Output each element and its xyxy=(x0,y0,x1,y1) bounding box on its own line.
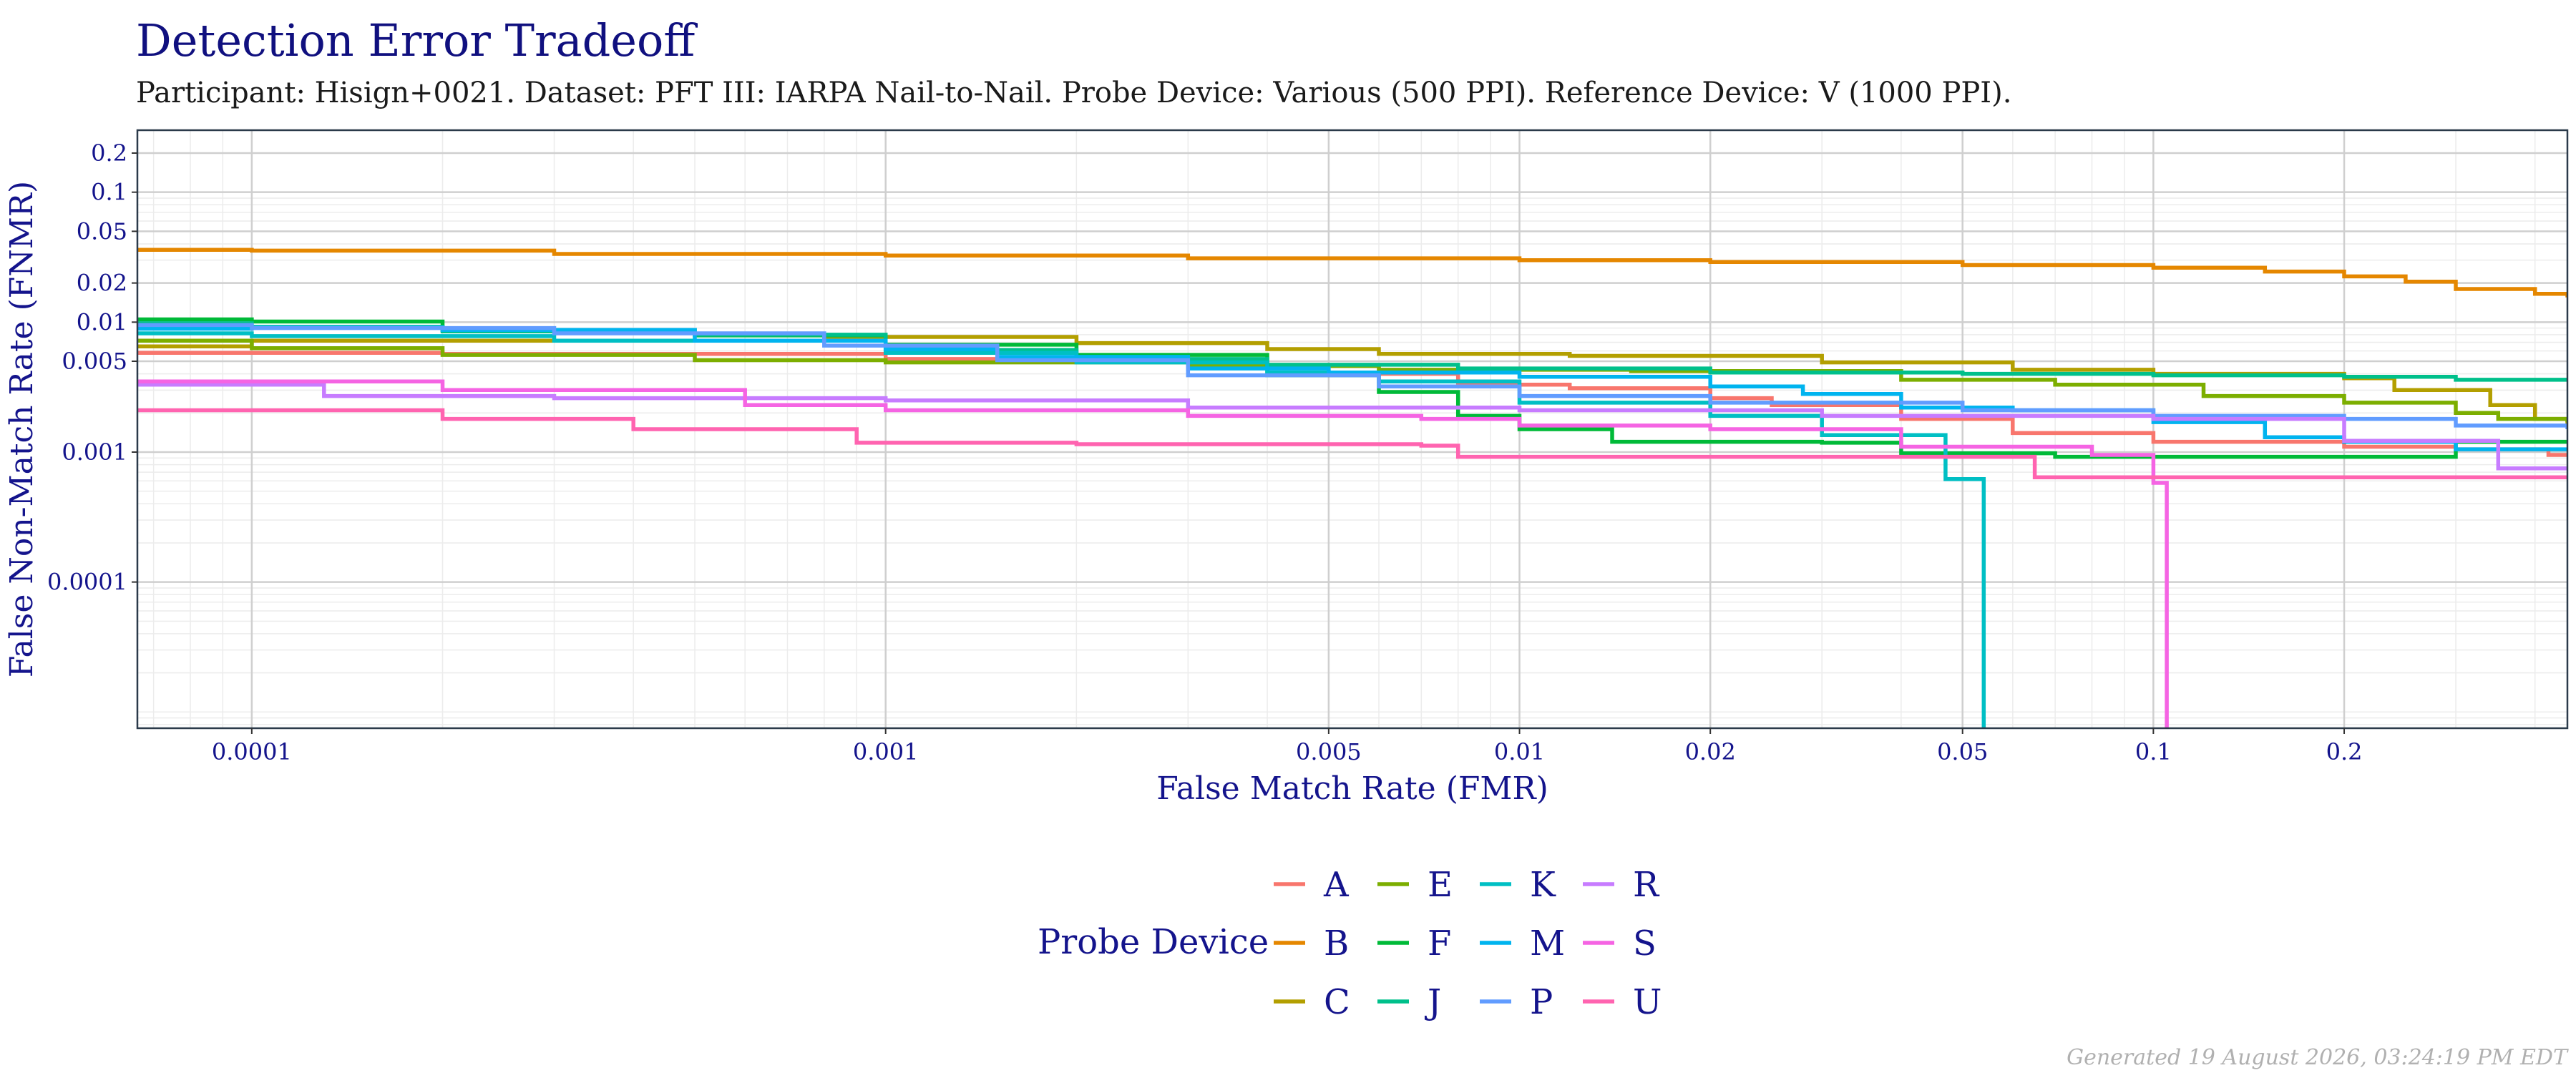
y-tick-label: 0.001 xyxy=(62,438,127,466)
chart-title: Detection Error Tradeoff xyxy=(136,14,698,67)
y-tick-label: 0.0001 xyxy=(47,569,127,596)
series-line-r xyxy=(137,383,2567,471)
x-tick-label: 0.2 xyxy=(2326,738,2363,765)
plot-background xyxy=(137,130,2567,728)
plot-area xyxy=(137,248,2567,728)
series-line-s xyxy=(137,379,2169,728)
legend-label-b: B xyxy=(1324,923,1349,964)
y-tick-label: 0.2 xyxy=(91,139,127,167)
footer-timestamp: Generated 19 August 2026, 03:24:19 PM ED… xyxy=(2067,1045,2569,1070)
y-tick-label: 0.05 xyxy=(77,217,127,245)
x-tick-label: 0.1 xyxy=(2135,738,2172,765)
series-line-u xyxy=(137,408,2567,479)
y-axis-ticks: 0.2 0.1 0.05 0.02 0.01 0.005 0.001 0.0001 xyxy=(47,139,137,596)
legend-label-j: J xyxy=(1424,982,1441,1022)
x-tick-label: 0.0001 xyxy=(212,738,292,765)
series-line-e xyxy=(137,338,2567,423)
x-tick-label: 0.05 xyxy=(1937,738,1988,765)
y-tick-label: 0.005 xyxy=(62,348,127,375)
legend-label-s: S xyxy=(1633,923,1657,964)
y-tick-label: 0.02 xyxy=(77,270,127,297)
legend-label-p: P xyxy=(1530,982,1553,1022)
legend-label-f: F xyxy=(1428,923,1451,964)
y-tick-label: 0.1 xyxy=(91,179,127,206)
legend-label-e: E xyxy=(1428,865,1453,905)
y-axis-title: False Non-Match Rate (FNMR) xyxy=(4,181,40,677)
legend: Probe Device ABC EFJ KMP RSU xyxy=(1038,865,1662,1022)
legend-label-u: U xyxy=(1633,982,1662,1022)
legend-label-r: R xyxy=(1633,865,1660,905)
legend-label-m: M xyxy=(1530,923,1565,964)
series-line-b xyxy=(137,248,2567,298)
x-axis-ticks: 0.0001 0.001 0.005 0.01 0.02 0.05 0.1 0.2 xyxy=(212,728,2363,765)
x-tick-label: 0.001 xyxy=(853,738,919,765)
x-tick-label: 0.005 xyxy=(1296,738,1362,765)
chart-subtitle: Participant: Hisign+0021. Dataset: PFT I… xyxy=(136,77,2011,109)
series-lines xyxy=(137,248,2567,728)
x-axis-title: False Match Rate (FMR) xyxy=(1156,770,1548,807)
plot-border xyxy=(136,129,2569,730)
legend-items: ABC EFJ KMP RSU xyxy=(1274,865,1662,1022)
legend-label-a: A xyxy=(1323,865,1350,905)
legend-title: Probe Device xyxy=(1038,922,1269,962)
grid-lines xyxy=(137,130,2567,728)
y-tick-label: 0.01 xyxy=(77,308,127,335)
legend-label-c: C xyxy=(1324,982,1350,1022)
x-tick-label: 0.02 xyxy=(1685,738,1736,765)
legend-label-k: K xyxy=(1530,865,1556,905)
x-tick-label: 0.01 xyxy=(1494,738,1545,765)
